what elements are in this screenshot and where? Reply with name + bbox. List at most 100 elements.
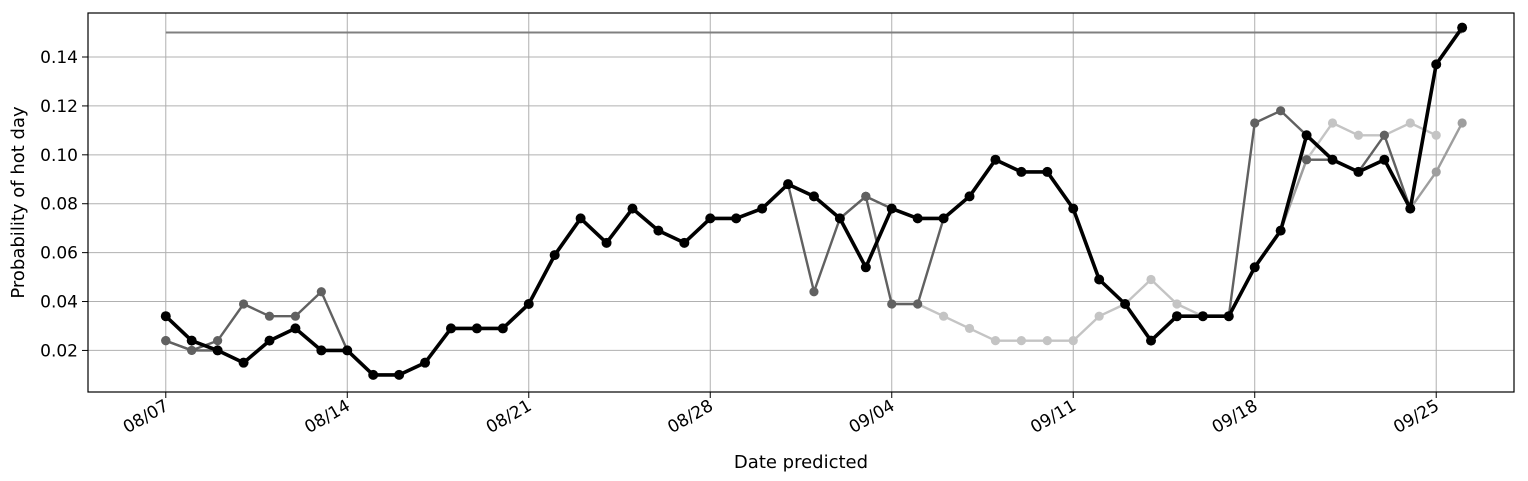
data-point xyxy=(964,323,975,334)
data-point xyxy=(1146,274,1156,285)
data-point xyxy=(912,213,923,224)
data-point xyxy=(887,299,897,309)
data-point xyxy=(601,237,612,248)
data-point xyxy=(964,191,975,202)
data-point xyxy=(1457,118,1467,128)
data-point xyxy=(1016,336,1026,346)
series-line xyxy=(164,290,349,352)
data-point xyxy=(186,335,197,346)
data-point xyxy=(1172,299,1182,309)
y-tick-label: 0.06 xyxy=(40,244,78,264)
data-point xyxy=(1146,335,1157,346)
data-point xyxy=(990,154,1001,165)
data-point xyxy=(653,225,664,236)
data-point xyxy=(1379,154,1390,165)
data-point xyxy=(420,357,431,368)
data-point xyxy=(1068,203,1079,214)
data-point xyxy=(913,299,923,309)
series-8 xyxy=(160,22,1468,380)
data-point xyxy=(783,179,794,190)
y-tick-label: 0.08 xyxy=(40,195,78,215)
y-tick-label: 0.04 xyxy=(40,293,78,313)
data-point xyxy=(1197,311,1208,322)
data-point xyxy=(316,287,326,297)
data-point xyxy=(1405,118,1415,128)
data-point xyxy=(1327,154,1338,165)
data-point xyxy=(238,299,249,309)
data-point xyxy=(1276,106,1286,116)
data-point xyxy=(1431,130,1441,140)
data-point xyxy=(1301,130,1312,141)
data-point xyxy=(238,357,249,368)
data-point xyxy=(1120,298,1131,309)
data-point xyxy=(1223,311,1234,322)
data-point xyxy=(1379,130,1389,140)
data-point xyxy=(990,336,1001,346)
y-tick-label: 0.12 xyxy=(40,97,78,117)
data-point xyxy=(264,335,275,346)
x-axis-title: Date predicted xyxy=(734,452,868,473)
data-point xyxy=(549,250,560,261)
data-point xyxy=(471,323,482,334)
data-point xyxy=(1042,336,1052,346)
data-point xyxy=(886,203,897,214)
data-point xyxy=(1301,155,1312,165)
data-point xyxy=(705,213,716,224)
plot-area-frame xyxy=(87,12,1515,393)
data-point xyxy=(834,213,845,224)
data-point xyxy=(1016,166,1027,177)
y-tick-label: 0.10 xyxy=(40,146,78,166)
series-line xyxy=(890,121,1438,342)
series-5 xyxy=(861,191,949,309)
data-point xyxy=(445,323,456,334)
data-point xyxy=(1353,130,1364,140)
data-point xyxy=(1250,118,1260,128)
data-point xyxy=(394,369,405,380)
data-point xyxy=(161,336,171,346)
y-axis-ticks: 0.02 0.04 0.06 0.08 0.10 0.12 0.14 xyxy=(40,48,88,361)
data-point xyxy=(213,336,223,346)
data-point xyxy=(342,345,353,356)
data-point xyxy=(757,203,768,214)
data-point xyxy=(809,287,819,297)
data-point xyxy=(861,191,871,201)
data-point xyxy=(1094,274,1105,285)
data-point xyxy=(938,213,949,224)
data-point xyxy=(1405,203,1416,214)
data-point xyxy=(1042,166,1053,177)
data-point xyxy=(860,262,871,273)
y-tick-label: 0.14 xyxy=(40,48,78,68)
data-point xyxy=(187,345,197,356)
series-layer xyxy=(160,22,1468,380)
data-point xyxy=(368,369,379,380)
data-point xyxy=(808,191,819,202)
data-point xyxy=(627,203,638,214)
data-point xyxy=(316,345,327,356)
data-point xyxy=(1249,262,1260,273)
data-point xyxy=(1094,311,1104,321)
data-point xyxy=(1431,59,1442,70)
data-point xyxy=(575,213,586,224)
data-point xyxy=(1068,336,1078,346)
data-point xyxy=(497,323,508,334)
grid xyxy=(88,13,1514,392)
data-point xyxy=(939,311,949,321)
data-point xyxy=(1275,225,1286,236)
data-point xyxy=(1457,22,1468,33)
data-point xyxy=(290,323,301,334)
data-point xyxy=(1171,311,1182,322)
data-point xyxy=(679,237,690,248)
data-point xyxy=(264,311,275,321)
data-point xyxy=(523,298,534,309)
data-point xyxy=(1327,118,1338,128)
series-line xyxy=(864,195,945,306)
data-point xyxy=(212,345,223,356)
y-tick-label: 0.02 xyxy=(40,341,78,361)
data-point xyxy=(731,213,742,224)
data-point xyxy=(160,311,171,322)
y-axis-title: Probability of hot day xyxy=(8,106,29,299)
data-point xyxy=(1431,167,1441,177)
data-point xyxy=(1353,166,1364,177)
